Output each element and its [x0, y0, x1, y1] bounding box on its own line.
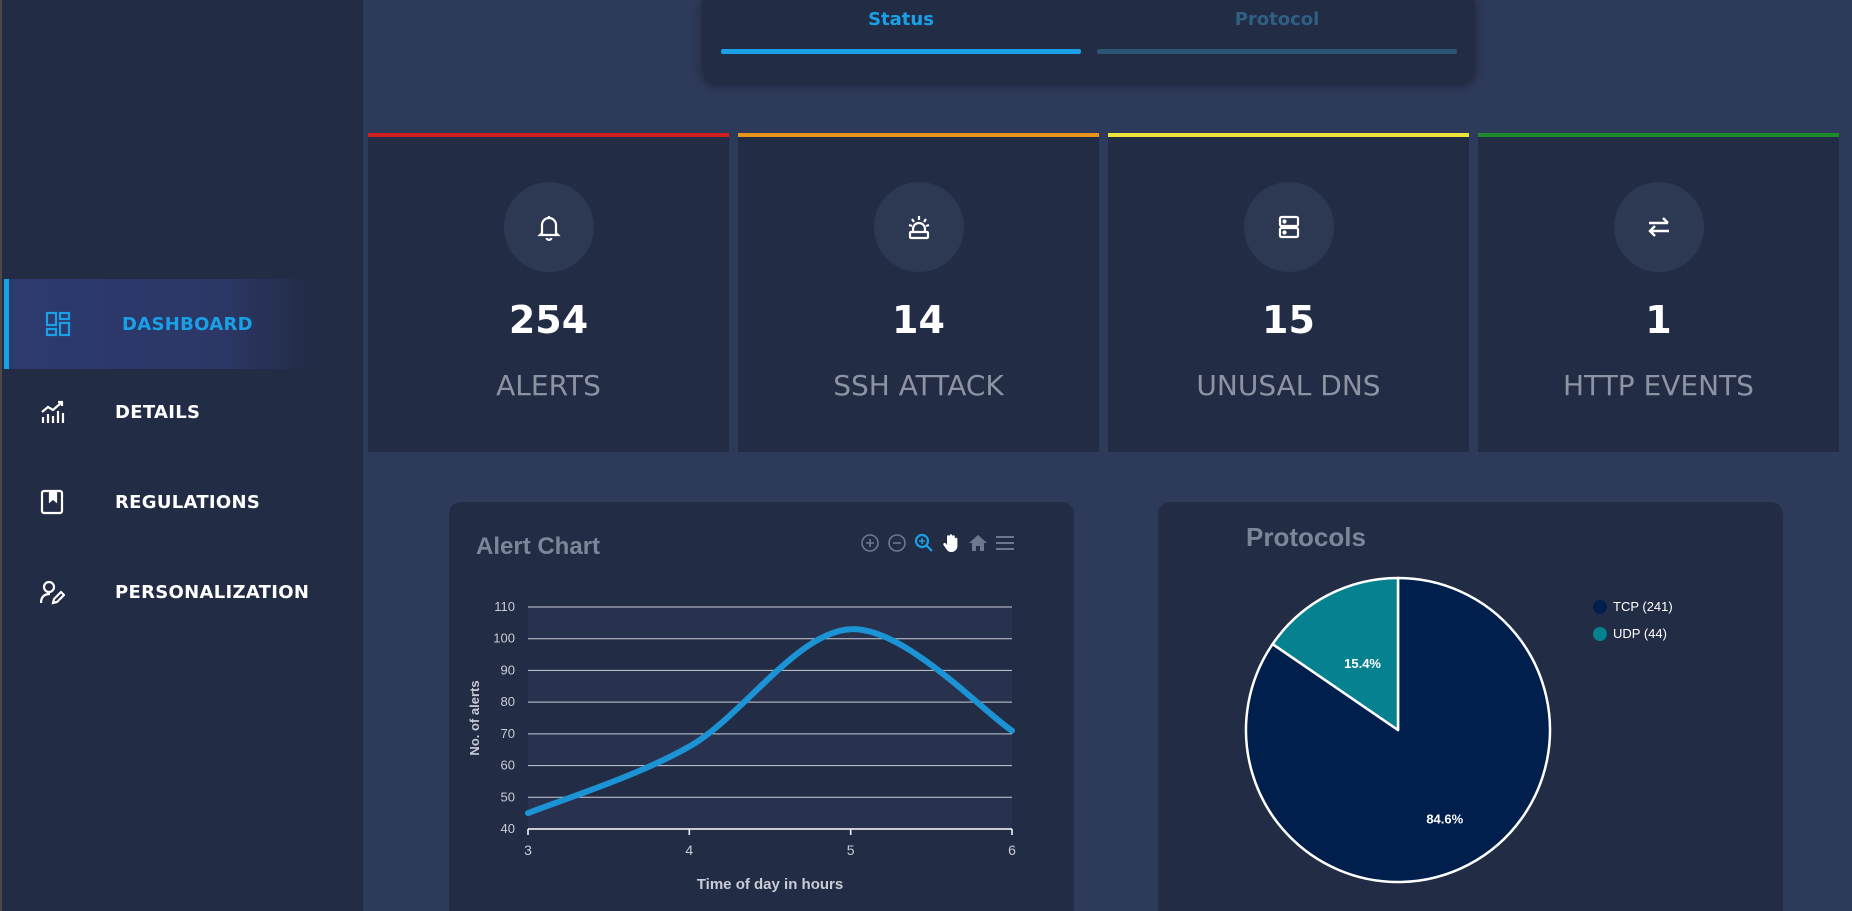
- grid-band: [528, 607, 1012, 639]
- card-accent-bar: [368, 133, 729, 137]
- zoom-out-icon[interactable]: [885, 531, 909, 555]
- chart-line-icon: [38, 398, 66, 426]
- y-tick-label: 100: [493, 631, 515, 646]
- protocols-pie-chart: 84.6% 15.4%: [1244, 576, 1552, 884]
- sidebar-item-details[interactable]: DETAILS: [4, 367, 314, 457]
- card-accent-bar: [1108, 133, 1469, 137]
- unusual-dns-label: UNUSAL DNS: [1196, 369, 1381, 402]
- alerts-label: ALERTS: [496, 369, 601, 402]
- ssh-attack-count: 14: [892, 298, 945, 342]
- exchange-icon: [1614, 182, 1704, 272]
- http-events-card[interactable]: 1 HTTP EVENTS: [1478, 133, 1839, 452]
- pie-legend: TCP (241) UDP (44): [1593, 593, 1673, 647]
- y-tick-label: 50: [501, 789, 515, 804]
- sidebar-item-label: DETAILS: [115, 401, 201, 423]
- sidebar-item-label: REGULATIONS: [115, 491, 261, 513]
- tab-underline: [1097, 49, 1457, 54]
- series-line: [525, 626, 1015, 817]
- x-tick-label: 4: [685, 842, 693, 858]
- x-axis-label: Time of day in hours: [697, 876, 843, 893]
- sidebar: DASHBOARD DETAILS REGULATIONS PERSONALIZ…: [0, 0, 363, 911]
- alerts-card[interactable]: 254 ALERTS: [368, 133, 729, 452]
- legend-label: TCP (241): [1613, 599, 1673, 614]
- grid-band: [528, 702, 1012, 734]
- pie-slice-label: 15.4%: [1344, 656, 1381, 671]
- legend-item-tcp[interactable]: TCP (241): [1593, 593, 1673, 620]
- x-tick-label: 5: [847, 842, 855, 858]
- alarm-siren-icon: [874, 182, 964, 272]
- y-tick-label: 80: [501, 694, 515, 709]
- zoom-select-icon[interactable]: [912, 531, 936, 555]
- tab-label: Status: [868, 9, 934, 30]
- card-accent-bar: [738, 133, 1099, 137]
- book-icon: [38, 488, 66, 516]
- tab-label: Protocol: [1234, 9, 1320, 30]
- bell-icon: [504, 182, 594, 272]
- tab-underline: [721, 49, 1081, 54]
- server-icon: [1244, 182, 1334, 272]
- y-tick-label: 70: [501, 726, 515, 741]
- y-tick-label: 110: [494, 599, 515, 614]
- legend-item-udp[interactable]: UDP (44): [1593, 620, 1673, 647]
- ssh-attack-card[interactable]: 14 SSH ATTACK: [738, 133, 1099, 452]
- tab-bar: Status Protocol: [702, 0, 1475, 82]
- tab-protocol[interactable]: Protocol: [1097, 0, 1457, 56]
- dashboard-icon: [44, 310, 72, 338]
- alert-chart-title: Alert Chart: [476, 533, 601, 560]
- y-tick-label: 90: [501, 662, 515, 677]
- x-tick-label: 6: [1008, 842, 1016, 858]
- y-tick-label: 40: [501, 821, 515, 836]
- grid-band: [528, 733, 1012, 766]
- ssh-attack-label: SSH ATTACK: [833, 369, 1004, 402]
- sidebar-item-label: PERSONALIZATION: [115, 581, 310, 603]
- http-events-label: HTTP EVENTS: [1563, 369, 1754, 402]
- y-tick-label: 60: [501, 758, 515, 773]
- grid-band: [528, 765, 1012, 798]
- http-events-count: 1: [1645, 298, 1672, 342]
- legend-marker: [1593, 626, 1607, 641]
- alerts-count: 254: [508, 298, 589, 342]
- user-edit-icon: [38, 578, 66, 606]
- sidebar-item-personalization[interactable]: PERSONALIZATION: [4, 547, 314, 637]
- sidebar-item-label: DASHBOARD: [122, 313, 253, 335]
- sidebar-item-regulations[interactable]: REGULATIONS: [4, 457, 314, 547]
- unusual-dns-card[interactable]: 15 UNUSAL DNS: [1108, 133, 1469, 452]
- protocols-title: Protocols: [1246, 522, 1366, 552]
- legend-marker: [1593, 599, 1607, 614]
- grid-band: [528, 638, 1012, 671]
- pie-slice-label: 84.6%: [1426, 812, 1463, 827]
- legend-label: UDP (44): [1613, 626, 1667, 641]
- chart-toolbar: [858, 531, 1017, 555]
- card-accent-bar: [1478, 133, 1839, 137]
- tab-status[interactable]: Status: [721, 0, 1081, 56]
- grid-band: [528, 797, 1012, 829]
- sidebar-item-dashboard[interactable]: DASHBOARD: [4, 279, 314, 369]
- x-tick-label: 3: [524, 842, 532, 858]
- alert-line-chart: 40 50 60 70 80 90 100 110 3 4 5 6 Time of day in hou…: [467, 599, 1016, 893]
- y-axis-label: No. of alerts: [467, 680, 482, 755]
- menu-icon[interactable]: [993, 531, 1017, 555]
- pie-slice: [1271, 576, 1400, 732]
- unusual-dns-count: 15: [1262, 298, 1315, 342]
- zoom-in-icon[interactable]: [858, 531, 882, 555]
- home-icon[interactable]: [966, 531, 990, 555]
- pan-hand-icon[interactable]: [939, 531, 963, 555]
